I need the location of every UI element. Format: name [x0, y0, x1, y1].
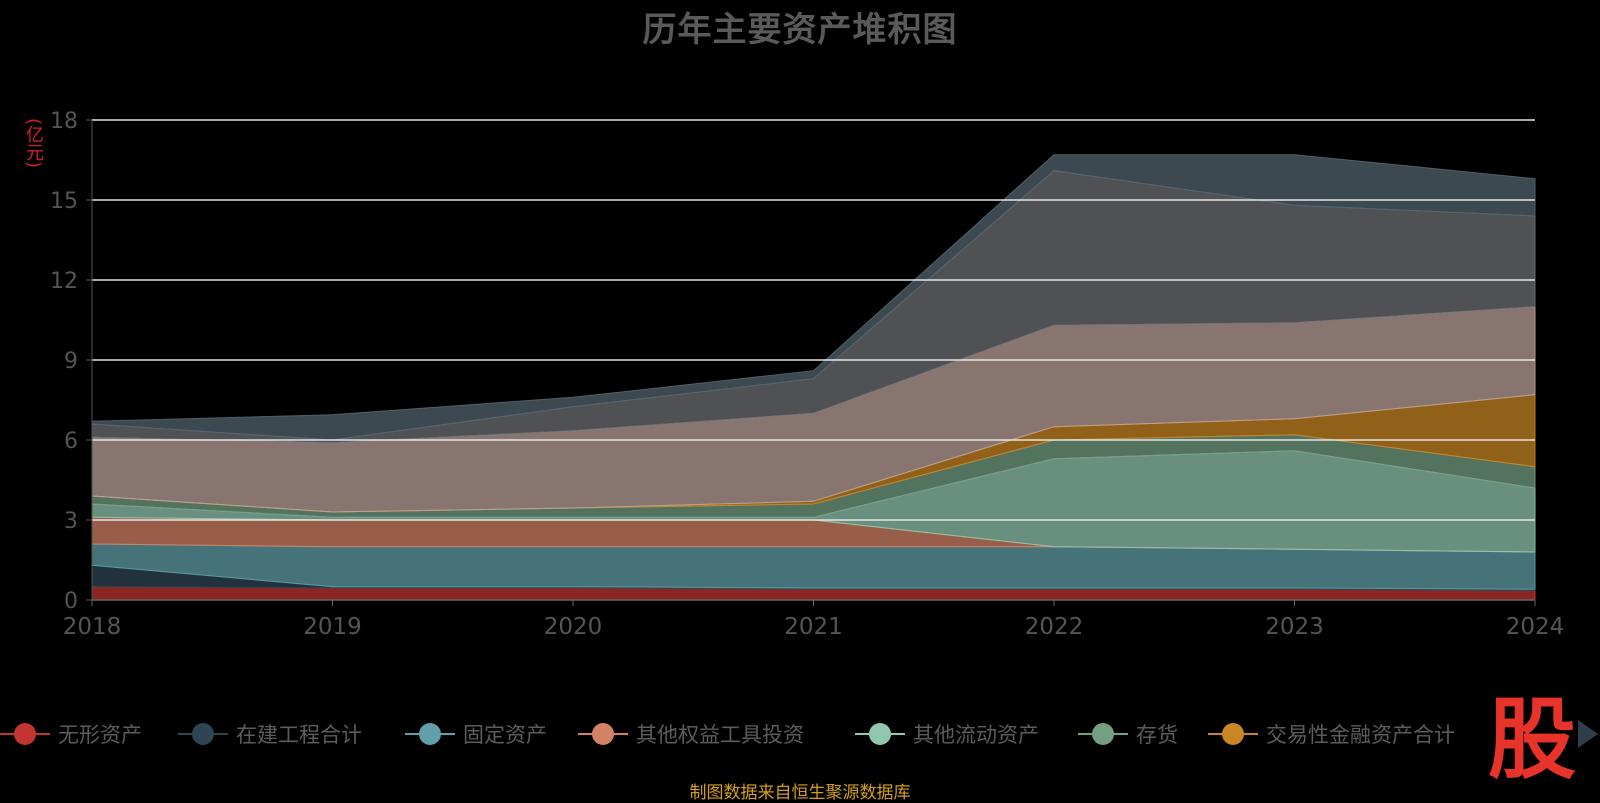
legend-item-6[interactable]: 交易性金融资产合计 [1208, 716, 1455, 752]
y-tick-label-6: 18 [50, 109, 78, 134]
stacked-area-chart: 0 3 6 9 12 15 18 2018 2019 2020 2021 2022 2023 2024 [50, 109, 1565, 640]
legend-item-1[interactable]: 在建工程合计 [178, 716, 362, 752]
x-tick-label-4: 2022 [1025, 614, 1084, 640]
legend-item-2[interactable]: 固定资产 [405, 716, 547, 752]
legend-label: 固定资产 [463, 723, 547, 747]
legend-item-4[interactable]: 其他流动资产 [855, 716, 1039, 752]
legend-marker-icon [178, 716, 228, 752]
legend-marker-icon [1208, 716, 1258, 752]
area-series-2 [91, 543, 1536, 590]
legend-marker-dot [1092, 723, 1114, 745]
legend-marker-icon [578, 716, 628, 752]
y-tick-label-5: 15 [50, 189, 78, 214]
legend-marker-icon [855, 716, 905, 752]
y-tick-label-4: 12 [50, 269, 78, 294]
x-tick-label-3: 2021 [784, 614, 843, 640]
legend-marker-icon [405, 716, 455, 752]
legend-item-3[interactable]: 其他权益工具投资 [578, 716, 804, 752]
legend-next-page-icon[interactable] [1578, 720, 1598, 748]
legend-item-0[interactable]: 无形资产 [0, 716, 142, 752]
legend-marker-icon [1078, 716, 1128, 752]
x-tick-label-2: 2020 [544, 614, 603, 640]
legend-label: 其他流动资产 [913, 723, 1039, 747]
x-tick-label-0: 2018 [63, 614, 122, 640]
legend-marker-dot [592, 723, 614, 745]
y-tick-label-2: 6 [64, 429, 78, 454]
area-series-9 [91, 154, 1536, 441]
legend-label: 交易性金融资产合计 [1266, 723, 1455, 747]
y-tick-label-3: 9 [64, 349, 78, 374]
legend-label: 在建工程合计 [236, 723, 362, 747]
legend-label: 其他权益工具投资 [636, 723, 804, 747]
legend-marker-dot [1222, 723, 1244, 745]
source-note: 制图数据来自恒生聚源数据库 [689, 783, 911, 803]
legend-marker-dot [869, 723, 891, 745]
legend-label: 存货 [1136, 723, 1178, 747]
y-axis-unit-label: (亿元) [23, 118, 44, 169]
x-tick-label-5: 2023 [1265, 614, 1324, 640]
x-tick-label-1: 2019 [303, 614, 362, 640]
y-tick-label-0: 0 [64, 589, 78, 614]
legend-label: 无形资产 [58, 723, 142, 747]
chart-title: 历年主要资产堆积图 [642, 10, 958, 50]
legend-item-5[interactable]: 存货 [1078, 716, 1178, 752]
x-tick-label-6: 2024 [1506, 614, 1565, 640]
y-tick-label-1: 3 [64, 509, 78, 534]
legend-marker-icon [0, 716, 50, 752]
watermark-logo: 股 [1488, 687, 1577, 791]
legend-marker-dot [14, 723, 36, 745]
legend-marker-dot [419, 723, 441, 745]
legend-marker-dot [192, 723, 214, 745]
legend: 无形资产 在建工程合计 固定资产 其他权益工具投资 其他流动资产 存货 交易性金融资产合计 [0, 716, 1480, 752]
